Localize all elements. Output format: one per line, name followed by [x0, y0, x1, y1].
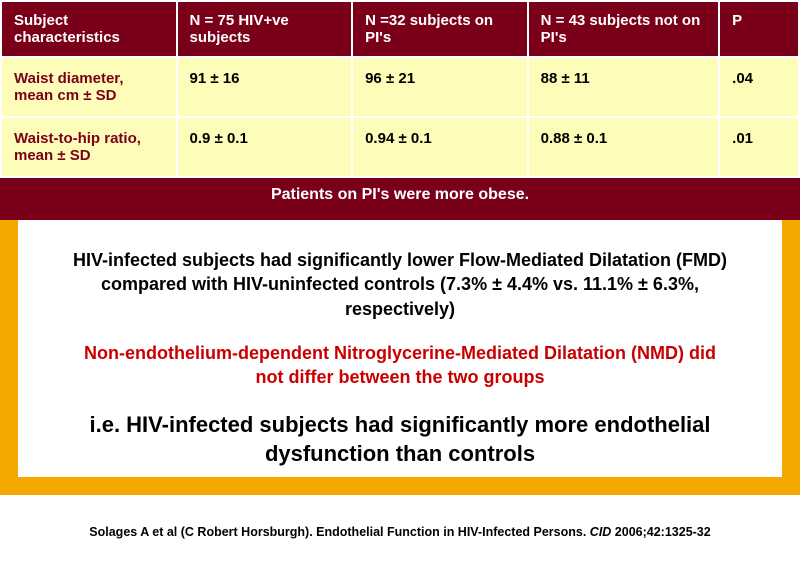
findings-text-block: HIV-infected subjects had significantly …	[18, 220, 782, 477]
summary-banner: Patients on PI's were more obese.	[0, 178, 800, 220]
cell-value: 0.88 ± 0.1	[528, 117, 720, 177]
table-header-row: Subject characteristics N = 75 HIV+ve su…	[1, 1, 799, 57]
finding-fmd: HIV-infected subjects had significantly …	[68, 248, 732, 321]
col-header-notpi: N = 43 subjects not on PI's	[528, 1, 720, 57]
gold-frame: HIV-infected subjects had significantly …	[0, 220, 800, 495]
cell-value: 96 ± 21	[352, 57, 528, 117]
col-header-onpi: N =32 subjects on PI's	[352, 1, 528, 57]
finding-nmd: Non-endothelium-dependent Nitroglycerine…	[68, 341, 732, 390]
data-table: Subject characteristics N = 75 HIV+ve su…	[0, 0, 800, 178]
cell-value: 0.94 ± 0.1	[352, 117, 528, 177]
citation-suffix: 2006;42:1325-32	[611, 525, 710, 539]
cell-p: .04	[719, 57, 799, 117]
citation-journal: CID	[590, 525, 612, 539]
col-header-p: P	[719, 1, 799, 57]
finding-conclusion: i.e. HIV-infected subjects had significa…	[68, 411, 732, 468]
cell-value: 0.9 ± 0.1	[177, 117, 353, 177]
row-label: Waist-to-hip ratio, mean ± SD	[1, 117, 177, 177]
col-header-hivpos: N = 75 HIV+ve subjects	[177, 1, 353, 57]
col-header-subject: Subject characteristics	[1, 1, 177, 57]
subject-characteristics-table: Subject characteristics N = 75 HIV+ve su…	[0, 0, 800, 220]
cell-value: 88 ± 11	[528, 57, 720, 117]
cell-p: .01	[719, 117, 799, 177]
cell-value: 91 ± 16	[177, 57, 353, 117]
citation-prefix: Solages A et al (C Robert Horsburgh). En…	[89, 525, 590, 539]
table-row: Waist-to-hip ratio, mean ± SD 0.9 ± 0.1 …	[1, 117, 799, 177]
table-row: Waist diameter, mean cm ± SD 91 ± 16 96 …	[1, 57, 799, 117]
row-label: Waist diameter, mean cm ± SD	[1, 57, 177, 117]
citation: Solages A et al (C Robert Horsburgh). En…	[0, 495, 800, 549]
